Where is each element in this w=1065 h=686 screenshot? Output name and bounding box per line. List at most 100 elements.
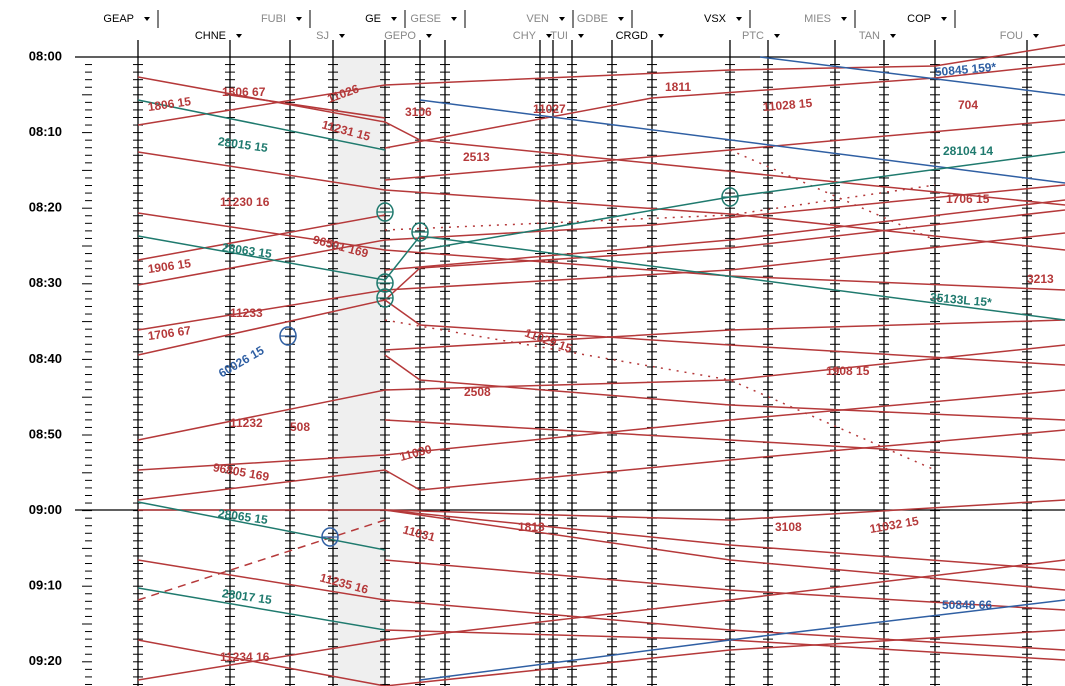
train-label[interactable]: 1906 15 (147, 256, 192, 276)
train-label[interactable]: 1811 (665, 80, 691, 94)
station-name: PTC (742, 30, 764, 42)
station-band (333, 57, 385, 686)
station-name: SJ (316, 30, 329, 42)
train-path (729, 149, 936, 241)
train-label[interactable]: 1813 (518, 520, 545, 534)
train-path (137, 214, 386, 261)
train-label[interactable]: 11027 (533, 102, 566, 116)
train-path (384, 629, 1065, 661)
station-dropdown[interactable] (890, 34, 896, 38)
train-label[interactable]: 508 (290, 420, 310, 434)
station-dropdown[interactable] (618, 17, 624, 21)
time-label: 08:30 (29, 275, 62, 290)
station-name: GEPO (384, 30, 416, 42)
train-label[interactable]: 1806 67 (222, 85, 266, 99)
station-name: VSX (704, 13, 727, 25)
train-path (384, 63, 1065, 149)
train-path (137, 232, 1065, 331)
time-label: 08:10 (29, 124, 62, 139)
train-label[interactable]: 60026 15 (216, 343, 267, 380)
time-label: 08:40 (29, 351, 62, 366)
train-label[interactable]: 3108 (775, 520, 802, 534)
train-path (384, 319, 1065, 351)
train-label[interactable]: 11032 15 (869, 514, 920, 536)
train-path (384, 184, 936, 231)
station-dropdown[interactable] (559, 17, 565, 21)
train-label[interactable]: 11232 (230, 416, 263, 430)
station-dropdown[interactable] (426, 34, 432, 38)
train-path (384, 419, 1065, 461)
train-label[interactable]: 28015 15 (217, 134, 269, 155)
station-dropdown[interactable] (391, 17, 397, 21)
time-label: 08:20 (29, 200, 62, 215)
station-name: GESE (410, 13, 441, 25)
train-path (137, 639, 386, 686)
station-name: CHY (513, 30, 537, 42)
train-label[interactable]: 11029 15 (523, 326, 575, 356)
train-path (137, 235, 1065, 321)
train-path (137, 209, 1065, 356)
train-path (137, 151, 1065, 251)
train-label[interactable]: 2513 (463, 150, 490, 164)
station-dropdown[interactable] (339, 34, 345, 38)
station-name: VEN (526, 13, 549, 25)
train-label[interactable]: 11030 (398, 442, 434, 464)
train-path (137, 587, 386, 631)
train-label[interactable]: 11233 (230, 306, 263, 320)
station-dropdown[interactable] (736, 17, 742, 21)
train-label[interactable]: 1706 67 (147, 323, 192, 343)
time-label: 09:20 (29, 653, 62, 668)
train-path (137, 559, 1065, 681)
train-label[interactable]: 11028 15 (762, 96, 813, 114)
train-path (759, 56, 1065, 96)
time-label: 08:50 (29, 426, 62, 441)
train-label[interactable]: 704 (958, 98, 978, 112)
station-name: TUI (550, 30, 568, 42)
train-path (384, 299, 1065, 366)
train-label[interactable]: 50845 159* (934, 60, 997, 79)
station-dropdown[interactable] (658, 34, 664, 38)
train-path (384, 629, 1065, 686)
station-dropdown[interactable] (1033, 34, 1039, 38)
time-label: 09:00 (29, 502, 62, 517)
station-name: GE (365, 13, 381, 25)
station-dropdown[interactable] (546, 34, 552, 38)
train-path (137, 429, 1065, 501)
train-label[interactable]: 28065 15 (217, 506, 269, 527)
station-name: GDBE (577, 13, 608, 25)
station-dropdown[interactable] (841, 17, 847, 21)
train-path (384, 199, 1065, 271)
train-label[interactable]: 28017 15 (221, 586, 273, 607)
station-name: MIES (804, 13, 831, 25)
train-label[interactable]: 2508 (464, 385, 491, 399)
train-label[interactable]: 50848 66 (942, 598, 992, 612)
train-label[interactable]: 3213 (1027, 272, 1054, 286)
train-path (384, 559, 1065, 611)
station-dropdown[interactable] (451, 17, 457, 21)
train-path (137, 519, 386, 601)
train-label[interactable]: 28063 15 (221, 240, 273, 261)
train-label[interactable]: 35133L 15* (929, 290, 992, 309)
station-dropdown[interactable] (578, 34, 584, 38)
train-path (138, 509, 1065, 571)
station-name: TAN (859, 30, 880, 42)
station-dropdown[interactable] (296, 17, 302, 21)
train-path (384, 354, 1065, 421)
train-path (419, 99, 1065, 184)
train-path (137, 501, 386, 551)
station-dropdown[interactable] (941, 17, 947, 21)
train-label[interactable]: 11230 16 (220, 195, 270, 209)
train-label[interactable]: 3106 (405, 105, 432, 119)
station-dropdown[interactable] (144, 17, 150, 21)
station-name: FUBI (261, 13, 286, 25)
train-label[interactable]: 28104 14 (943, 144, 993, 158)
train-path (384, 509, 1065, 591)
train-path (137, 99, 386, 151)
station-dropdown[interactable] (774, 34, 780, 38)
train-label[interactable]: 1806 15 (147, 94, 192, 114)
train-label[interactable]: 1908 15 (826, 364, 870, 378)
station-dropdown[interactable] (236, 34, 242, 38)
train-label[interactable]: 1706 15 (946, 192, 990, 206)
train-label[interactable]: 11234 16 (220, 650, 270, 664)
